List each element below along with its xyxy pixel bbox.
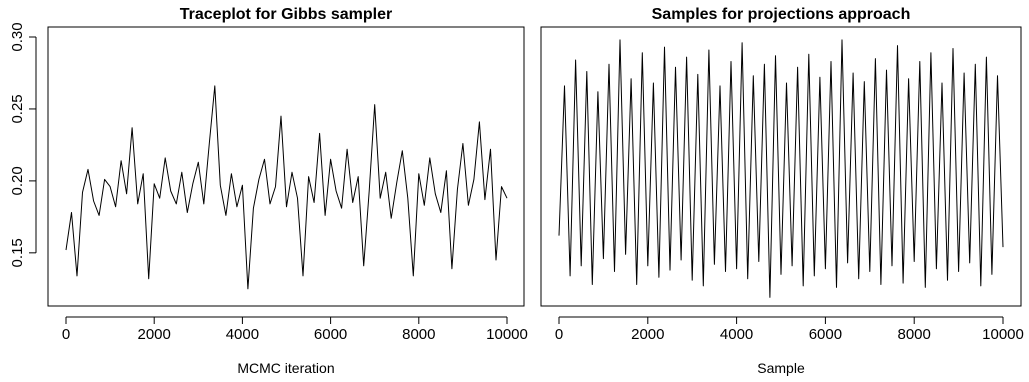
x-tick-label: 4000 xyxy=(226,326,259,343)
x-tick-label: 0 xyxy=(555,326,563,343)
x-tick-label: 8000 xyxy=(402,326,435,343)
panel-gibbs: Traceplot for Gibbs sampler MCMC iterati… xyxy=(9,6,528,376)
x-tick-label: 10000 xyxy=(486,326,528,343)
chart-title: Samples for projections approach xyxy=(652,6,911,23)
trace-line xyxy=(65,85,508,290)
trace-line xyxy=(558,39,1004,298)
x-tick-label: 2000 xyxy=(138,326,171,343)
panel-projections: Samples for projections approach Sample … xyxy=(540,6,1024,376)
chart-title: Traceplot for Gibbs sampler xyxy=(180,6,393,23)
plot-frame xyxy=(540,26,1022,307)
x-tick-label: 6000 xyxy=(809,326,842,343)
y-tick-label: 0.20 xyxy=(9,166,26,195)
x-tick-label: 4000 xyxy=(720,326,753,343)
x-axis-label: MCMC iteration xyxy=(237,360,334,376)
x-tick-label: 8000 xyxy=(898,326,931,343)
y-tick-label: 0.30 xyxy=(9,22,26,51)
x-tick-label: 0 xyxy=(62,326,70,343)
y-tick-label: 0.15 xyxy=(9,238,26,267)
x-tick-label: 2000 xyxy=(631,326,664,343)
x-tick-label: 6000 xyxy=(314,326,347,343)
y-tick-label: 0.25 xyxy=(9,94,26,123)
plot-frame xyxy=(47,26,525,307)
x-axis-label: Sample xyxy=(757,360,805,376)
x-tick-label: 10000 xyxy=(982,326,1024,343)
